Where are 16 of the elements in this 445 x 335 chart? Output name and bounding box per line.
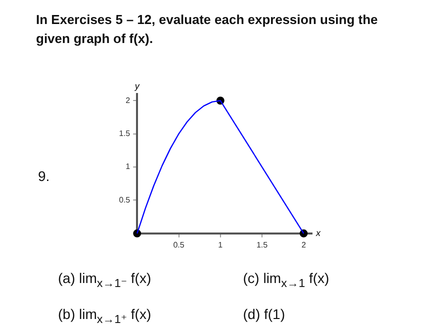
x-tick-label: 1.5 (256, 240, 268, 250)
x-axis-title: x (315, 228, 321, 238)
text: (c) lim$_{x→1}$ f(x) (243, 270, 330, 290)
text: (d) f(1) (243, 306, 285, 322)
y-tick-label: 0.5 (118, 195, 131, 204)
x-tick-label: 1 (218, 240, 224, 250)
x-tick-label: 0.5 (173, 240, 185, 250)
x-tick-label: 2 (301, 240, 306, 250)
y-tick-label: 1.5 (118, 129, 131, 138)
y-axis-title: y (134, 81, 140, 91)
chart-title: In Exercises 5 – 12, evaluate each expression using the given graph of f(x). (36, 11, 379, 48)
text: (b) lim$_{x→1⁺}$ f(x) (58, 306, 152, 326)
text: 9. (38, 168, 50, 184)
text: (a) lim$_{x→1⁻}$ f(x) (58, 270, 152, 290)
y-tick-label: 2 (126, 96, 131, 105)
y-tick-label: 1 (126, 162, 131, 172)
